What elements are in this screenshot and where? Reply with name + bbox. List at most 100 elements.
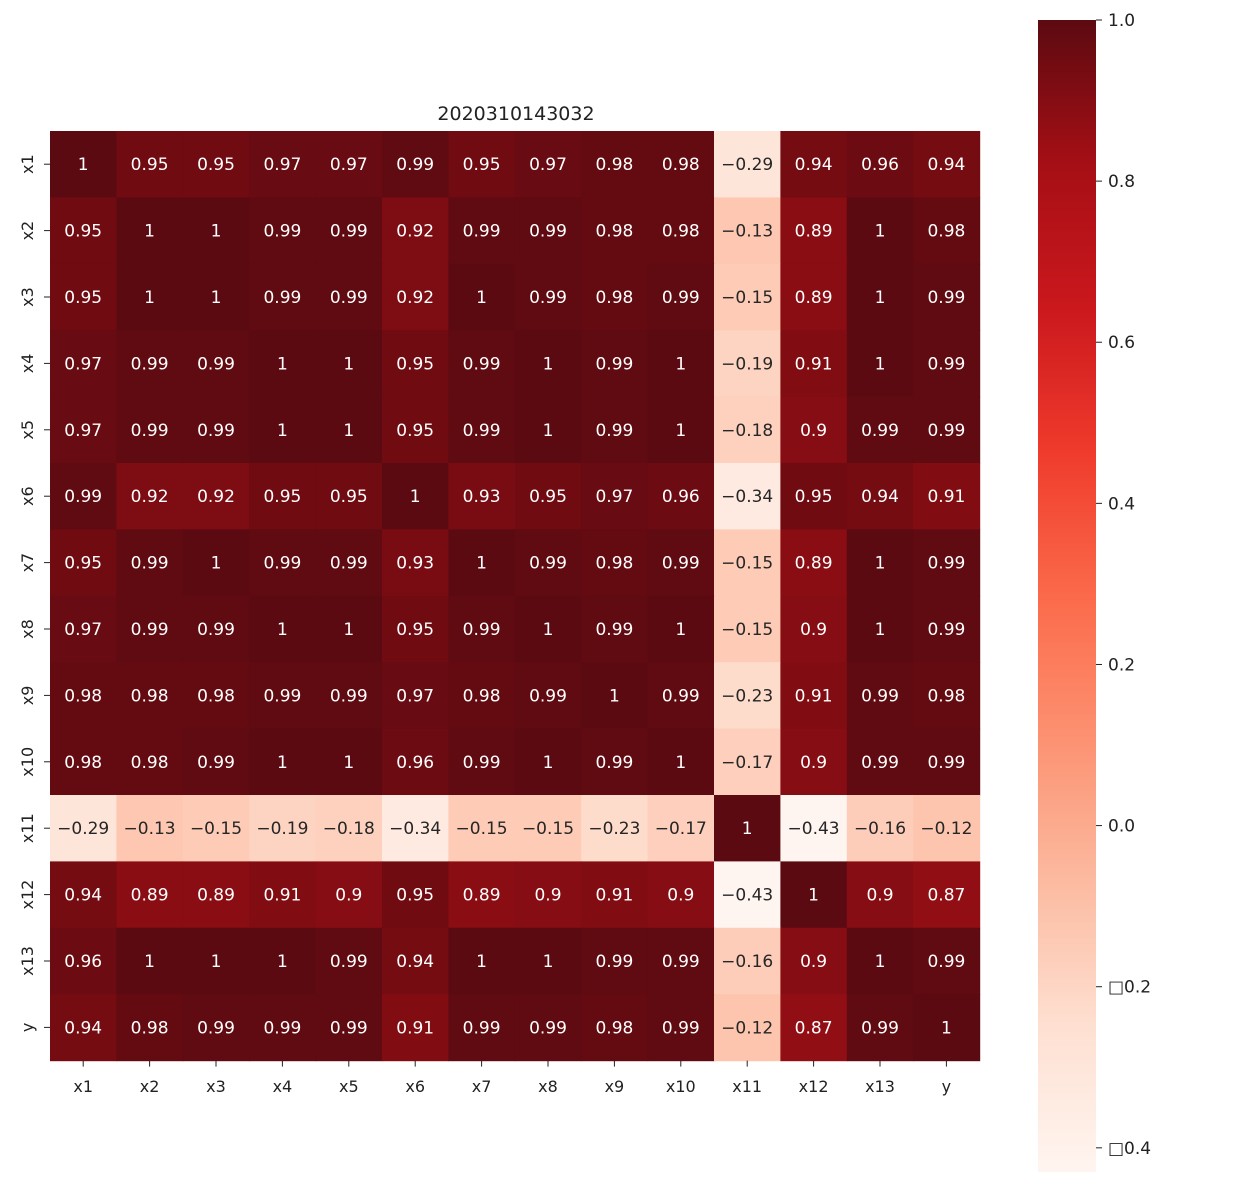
cell-value-label: 0.98 <box>463 686 501 706</box>
cell-value-label: −0.34 <box>721 487 773 507</box>
heatmap-cell <box>714 795 781 862</box>
cell-value-label: 0.94 <box>396 952 434 972</box>
cell-value-label: 0.97 <box>595 487 633 507</box>
heatmap-cell <box>846 396 914 464</box>
cell-value-label: 0.92 <box>396 222 434 242</box>
x-tick-label: x11 <box>732 1077 762 1096</box>
cell-value-label: 0.9 <box>800 421 827 441</box>
cell-value-label: 1 <box>78 155 89 175</box>
heatmap-cell <box>315 529 383 597</box>
heatmap-cell <box>249 463 317 530</box>
heatmap-cell <box>50 197 117 265</box>
cell-value-label: −0.12 <box>920 819 972 839</box>
heatmap-cell <box>913 197 981 265</box>
heatmap-cell <box>780 595 848 663</box>
heatmap-cell <box>50 728 117 796</box>
heatmap-cell <box>249 131 317 198</box>
cell-value-label: 1 <box>343 354 354 374</box>
cell-value-label: 1 <box>941 1018 952 1038</box>
cell-value-label: 1 <box>543 421 554 441</box>
heatmap-cell <box>116 197 184 265</box>
cell-value-label: −0.43 <box>788 819 840 839</box>
cell-value-label: 1 <box>343 421 354 441</box>
cell-value-label: 0.95 <box>131 155 169 175</box>
heatmap-cell <box>913 263 981 331</box>
y-tick-label: x12 <box>18 880 37 910</box>
heatmap-cell <box>448 595 516 663</box>
y-axis: x1 x2 x3 x4 x5 x6 x7 x8 x9 x10 x11 x12 x13 y <box>18 154 50 1032</box>
cell-value-label: 0.98 <box>595 288 633 308</box>
cell-value-label: 1 <box>675 421 686 441</box>
cell-value-label: 0.99 <box>263 222 301 242</box>
cell-value-label: 0.94 <box>795 155 833 175</box>
cell-value-label: −0.15 <box>721 620 773 640</box>
heatmap-cell <box>116 131 184 198</box>
heatmap-cell <box>382 529 449 597</box>
cell-value-label: 0.99 <box>197 1018 235 1038</box>
cell-value-label: 0.99 <box>595 952 633 972</box>
heatmap-cell <box>182 595 250 663</box>
cell-value-label: 0.99 <box>330 288 368 308</box>
cell-value-label: 0.99 <box>861 421 899 441</box>
colorbar <box>1038 20 1096 1172</box>
cell-value-label: 0.94 <box>64 886 102 906</box>
cell-value-label: 0.96 <box>861 155 899 175</box>
cell-value-label: 0.98 <box>197 686 235 706</box>
heatmap-cell <box>50 795 117 862</box>
y-tick-label: x9 <box>18 686 37 706</box>
heatmap-cell <box>249 330 317 398</box>
heatmap-cell <box>249 861 317 929</box>
cell-value-label: 1 <box>675 753 686 773</box>
cell-value-label: 0.98 <box>595 155 633 175</box>
y-tick-label: x2 <box>18 221 37 241</box>
y-tick-label: x13 <box>18 946 37 976</box>
x-tick-label: x6 <box>405 1077 425 1096</box>
cell-value-label: 0.99 <box>529 686 567 706</box>
y-tick-label: x1 <box>18 154 37 174</box>
heatmap-cell <box>249 927 317 995</box>
heatmap-cell <box>448 463 516 530</box>
heatmap-cell <box>448 197 516 265</box>
cell-value-label: 0.99 <box>927 753 965 773</box>
heatmap-cell <box>913 330 981 398</box>
heatmap-cell <box>846 263 914 331</box>
heatmap-cell <box>714 529 781 597</box>
heatmap-cell <box>714 595 781 663</box>
y-tick-label: x11 <box>18 813 37 843</box>
heatmap-cell <box>182 197 250 265</box>
heatmap-cell <box>581 994 649 1062</box>
heatmap-cell <box>514 463 582 530</box>
cell-value-label: 0.96 <box>64 952 102 972</box>
heatmap-cell <box>382 263 449 331</box>
heatmap-cell <box>116 595 184 663</box>
heatmap-cell <box>315 927 383 995</box>
cell-value-label: 1 <box>875 222 886 242</box>
cell-value-label: 0.89 <box>463 886 501 906</box>
cell-value-label: −0.13 <box>721 222 773 242</box>
cell-value-label: −0.15 <box>456 819 508 839</box>
heatmap-cell <box>581 396 649 464</box>
heatmap-cell <box>514 197 582 265</box>
heatmap-cell <box>780 994 848 1062</box>
x-tick-label: x8 <box>538 1077 558 1096</box>
cell-value-label: 0.99 <box>927 288 965 308</box>
cell-value-label: −0.19 <box>256 819 308 839</box>
cell-value-label: 0.99 <box>662 554 700 574</box>
heatmap-cell <box>780 728 848 796</box>
heatmap-cell <box>50 662 117 730</box>
heatmap-cell <box>182 529 250 597</box>
heatmap-cell <box>581 529 649 597</box>
cell-value-label: 0.99 <box>529 554 567 574</box>
cell-value-label: 0.99 <box>463 620 501 640</box>
heatmap-cell <box>647 861 715 929</box>
cell-value-label: −0.19 <box>721 354 773 374</box>
heatmap-cell <box>846 197 914 265</box>
heatmap-cell <box>647 396 715 464</box>
heatmap-cell <box>182 795 250 862</box>
cell-value-label: 1 <box>211 952 222 972</box>
heatmap-cell <box>315 263 383 331</box>
heatmap-cell <box>249 529 317 597</box>
cell-value-label: −0.16 <box>721 952 773 972</box>
x-tick-label: x10 <box>666 1077 696 1096</box>
cell-value-label: 0.97 <box>64 620 102 640</box>
